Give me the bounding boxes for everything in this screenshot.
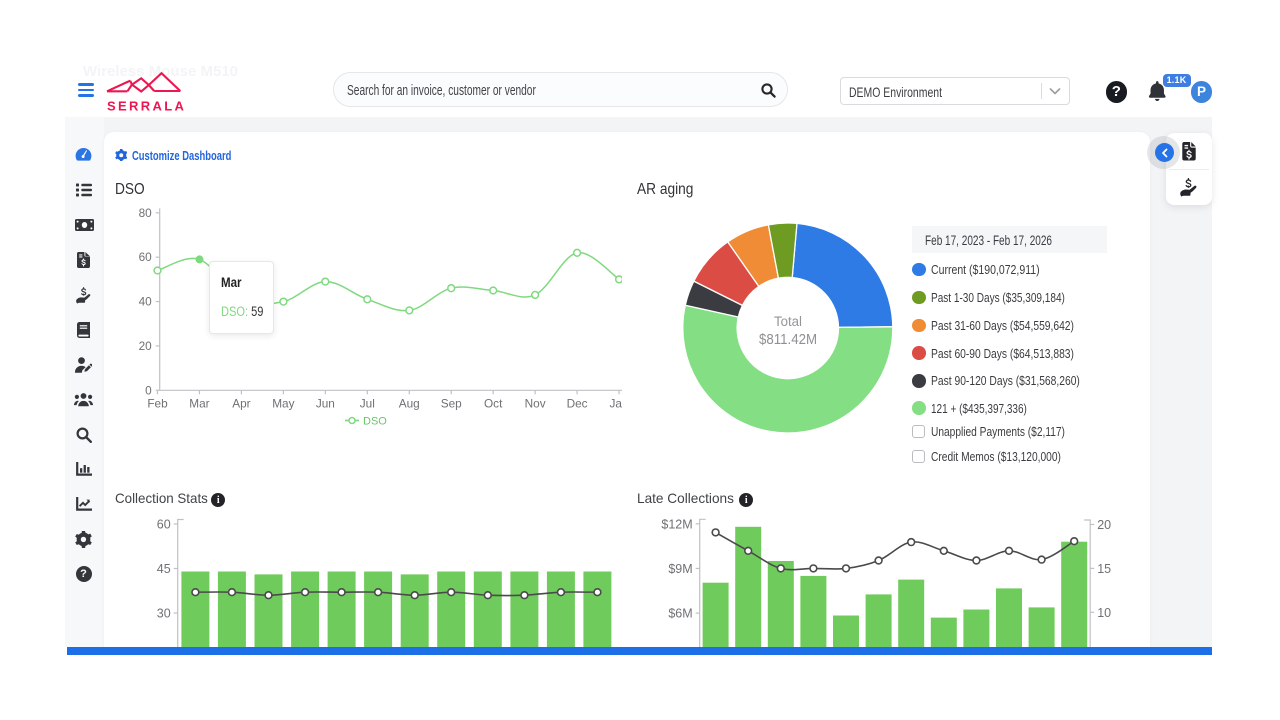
svg-text:Nov: Nov [525,396,546,410]
svg-text:10: 10 [1097,606,1111,620]
svg-text:Apr: Apr [232,396,250,410]
svg-text:Oct: Oct [484,396,503,410]
svg-text:$12M: $12M [661,517,692,531]
svg-text:20: 20 [1097,518,1111,532]
svg-text:SERRALA: SERRALA [107,99,186,114]
svg-text:$9M: $9M [668,562,692,576]
svg-text:40: 40 [139,295,153,309]
svg-text:45: 45 [157,562,171,576]
svg-text:Aug: Aug [399,396,420,410]
svg-text:Mar: Mar [189,396,209,410]
svg-text:Jul: Jul [360,396,375,410]
svg-text:80: 80 [139,206,153,220]
svg-text:$6M: $6M [668,607,692,621]
svg-text:Jun: Jun [316,396,335,410]
svg-text:Feb: Feb [147,396,168,410]
svg-text:Jan: Jan [610,396,622,410]
svg-text:60: 60 [157,517,171,531]
svg-text:0: 0 [145,383,152,397]
svg-text:60: 60 [139,250,153,264]
svg-text:20: 20 [139,339,153,353]
svg-text:DSO: DSO [363,416,387,428]
svg-text:May: May [272,396,294,410]
svg-text:15: 15 [1097,562,1111,576]
svg-text:Sep: Sep [441,396,462,410]
svg-text:Dec: Dec [567,396,588,410]
svg-text:30: 30 [157,607,171,621]
